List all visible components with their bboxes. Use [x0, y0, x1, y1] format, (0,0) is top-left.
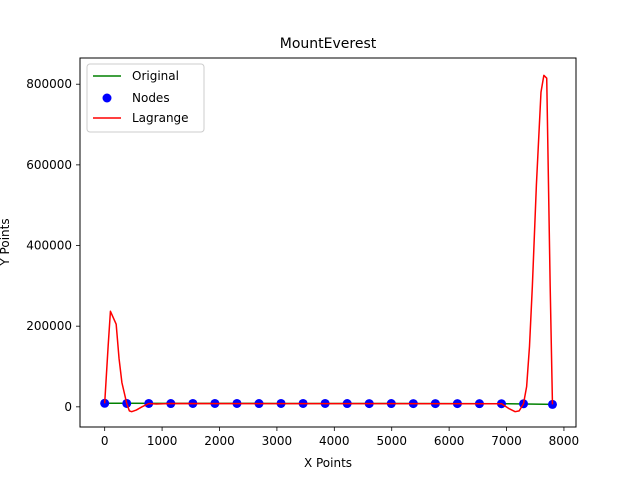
x-tick-label: 4000 [319, 434, 350, 448]
legend-label-lagrange: Lagrange [132, 111, 189, 125]
x-tick-label: 2000 [204, 434, 235, 448]
legend-box [86, 63, 205, 133]
x-tick-label: 0 [101, 434, 109, 448]
y-axis-label: Y Points [0, 218, 12, 266]
y-tick-label: 200000 [26, 319, 72, 333]
y-axis-ticks: 0 200000 400000 600000 800000 [26, 77, 80, 414]
y-tick-label: 0 [64, 400, 72, 414]
plot-frame [79, 57, 577, 428]
x-tick-label: 5000 [376, 434, 407, 448]
legend-label-original: Original [132, 69, 179, 83]
x-tick-label: 7000 [491, 434, 522, 448]
x-tick-label: 3000 [262, 434, 293, 448]
x-tick-label: 8000 [549, 434, 580, 448]
x-axis-label: X Points [304, 456, 352, 470]
x-tick-label: 1000 [147, 434, 178, 448]
legend-swatch-nodes [102, 93, 112, 103]
plot-content [100, 74, 557, 413]
y-tick-label: 600000 [26, 158, 72, 172]
series-line-lagrange [103, 74, 554, 413]
x-tick-label: 6000 [434, 434, 465, 448]
x-axis-ticks: 0 1000 2000 3000 4000 5000 6000 7000 8000 [101, 427, 579, 448]
y-tick-label: 400000 [26, 239, 72, 253]
y-tick-label: 800000 [26, 77, 72, 91]
chart-title: MountEverest [280, 36, 377, 52]
legend-label-nodes: Nodes [132, 91, 170, 105]
legend: Original Nodes Lagrange [86, 63, 205, 133]
